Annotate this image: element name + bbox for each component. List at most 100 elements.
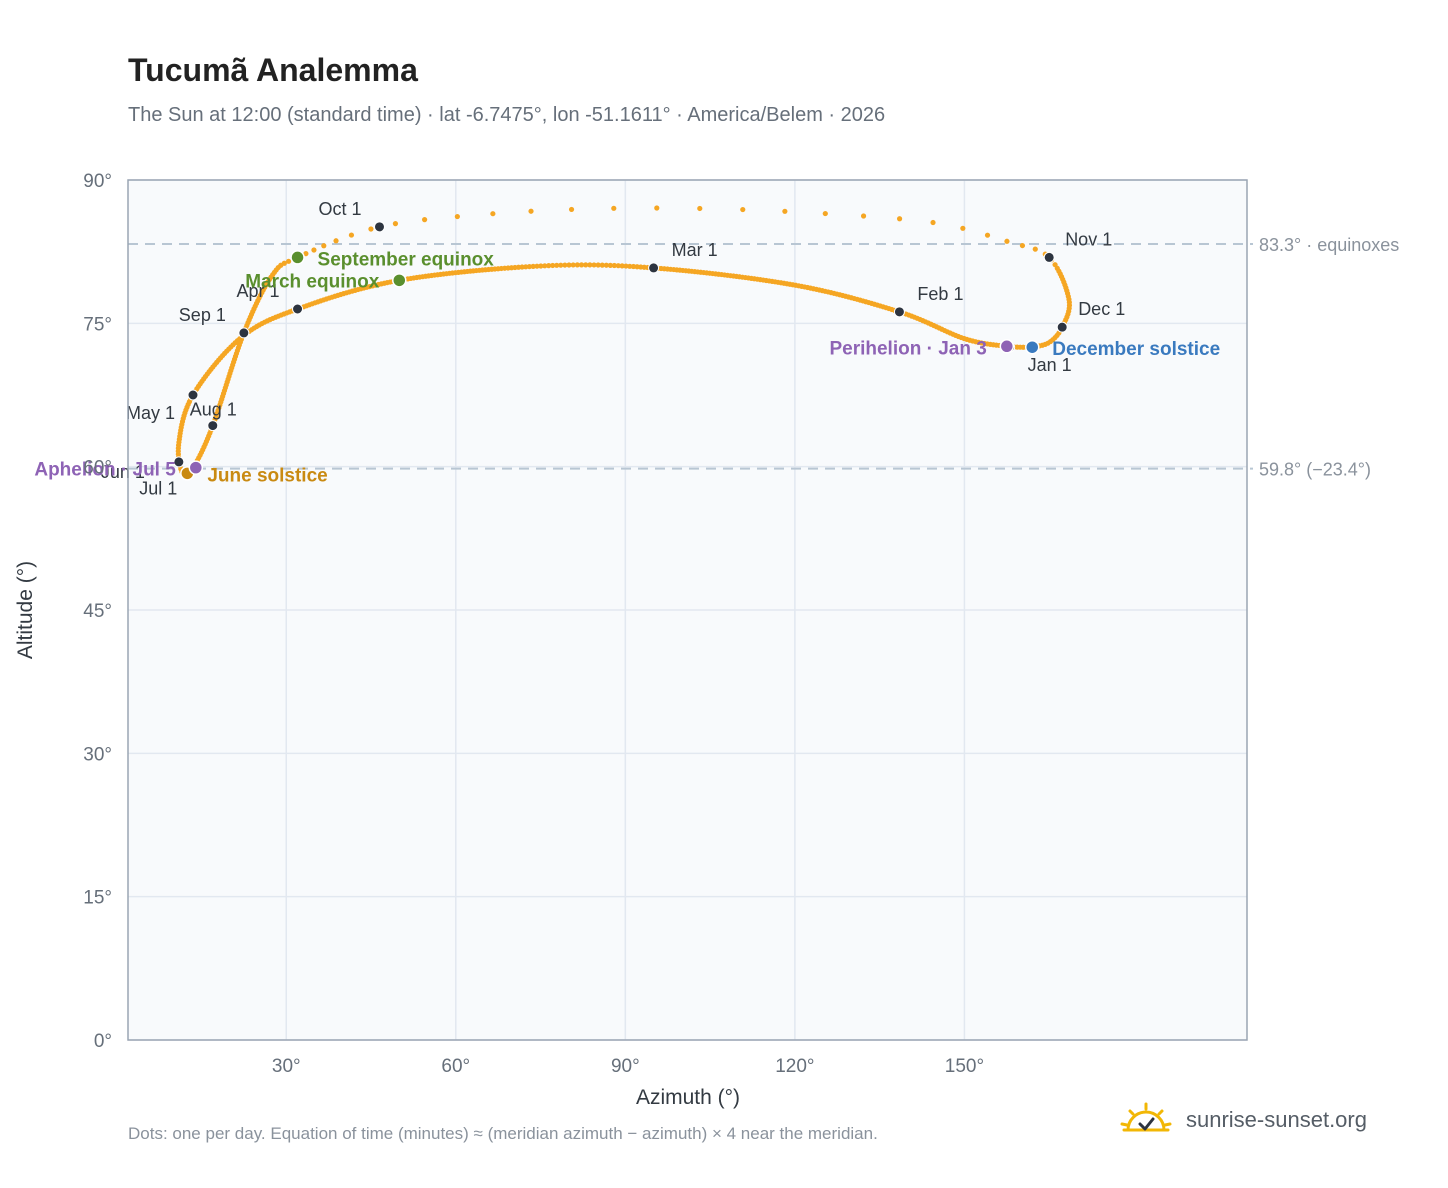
daily-dot: [530, 263, 536, 269]
daily-dots: [175, 205, 1073, 478]
daily-dot: [534, 263, 540, 269]
brand[interactable]: sunrise-sunset.org: [1120, 1102, 1367, 1138]
month-marker-label: Feb 1: [917, 284, 963, 304]
daily-dot: [303, 251, 309, 257]
y-tick-label: 90°: [83, 171, 112, 192]
month-marker: [292, 303, 304, 315]
x-tick-label: 60°: [441, 1056, 470, 1077]
daily-dot: [285, 258, 292, 264]
y-tick-label: 75°: [83, 314, 112, 335]
daily-dot: [321, 243, 327, 249]
month-marker: [1056, 321, 1068, 333]
y-tick-label: 30°: [83, 744, 112, 765]
month-marker-label: Jul 1: [139, 478, 177, 498]
month-marker-label: Apr 1: [237, 281, 280, 301]
daily-dot: [528, 208, 534, 214]
brand-name: sunrise-sunset.org: [1186, 1107, 1367, 1132]
daily-dot: [558, 262, 564, 268]
y-axis-label: Altitude (°): [14, 561, 37, 659]
daily-dot: [333, 238, 339, 244]
daily-dot: [860, 213, 867, 219]
month-marker: [207, 420, 219, 432]
month-marker: [187, 389, 199, 401]
event-marker: [999, 339, 1015, 354]
x-tick-label: 120°: [775, 1056, 814, 1077]
daily-dot: [822, 210, 828, 217]
daily-dot: [490, 211, 496, 217]
daily-dot: [984, 232, 991, 238]
daily-dot: [1032, 246, 1038, 252]
event-marker: [1024, 339, 1040, 355]
daily-dot: [627, 263, 633, 269]
y-tick-label: 60°: [83, 458, 112, 479]
month-marker-label: Mar 1: [672, 240, 718, 260]
daily-dot: [654, 205, 660, 211]
daily-dot: [348, 232, 355, 238]
daily-dot: [562, 262, 568, 268]
page-subtitle: The Sun at 12:00 (standard time) · lat -…: [128, 104, 886, 126]
month-marker-label: May 1: [126, 403, 175, 423]
x-tick-label: 30°: [272, 1056, 301, 1077]
daily-dot: [630, 263, 637, 270]
daily-dot: [566, 262, 572, 268]
y-tick-label: 15°: [83, 888, 112, 909]
event-label: March equinox: [245, 271, 380, 292]
daily-dot: [611, 205, 617, 211]
month-marker: [173, 456, 185, 468]
event-marker: [392, 273, 407, 288]
daily-dot: [611, 262, 617, 269]
event-label: Perihelion · Jan 3: [829, 338, 986, 359]
daily-dot: [568, 206, 575, 213]
plot-frame: [127, 179, 1248, 1041]
daily-dot: [607, 262, 613, 268]
page-title: Tucumã Analemma: [128, 52, 418, 88]
daily-dot: [368, 226, 374, 232]
daily-dot: [311, 247, 317, 253]
month-marker: [648, 262, 660, 274]
daily-dot: [615, 263, 621, 269]
axis-ticks: 30° 60° 90° 120° 150° 0° 15° 30° 45° 60° 75° 90°: [83, 171, 984, 1077]
daily-dot: [782, 208, 788, 214]
month-marker: [238, 327, 250, 339]
month-marker-label: Nov 1: [1065, 229, 1112, 249]
daily-dot: [554, 262, 560, 268]
event-marker: [290, 250, 305, 265]
daily-dot: [421, 217, 428, 223]
month-marker-label: Aug 1: [190, 400, 237, 420]
x-tick-label: 150°: [945, 1056, 984, 1077]
y-tick-label: 0°: [94, 1031, 112, 1052]
month-marker-label: Jan 1: [1028, 355, 1072, 375]
daily-dot: [930, 219, 936, 226]
month-marker-label: Jun 1: [101, 462, 145, 482]
daily-dot: [538, 263, 544, 269]
event-label: June solstice: [207, 465, 327, 486]
daily-dot: [570, 262, 576, 268]
month-marker: [893, 306, 905, 318]
daily-dot: [546, 263, 552, 269]
daily-dot: [697, 205, 703, 212]
month-marker-label: Oct 1: [318, 199, 361, 219]
daily-dot: [623, 263, 629, 269]
daily-dot: [526, 263, 533, 270]
daily-dot: [599, 262, 605, 268]
month-marker: [1043, 251, 1055, 263]
daily-dot: [591, 262, 597, 268]
month-marker-label: Sep 1: [179, 305, 226, 325]
daily-dot: [1019, 242, 1026, 249]
reference-line-label: 59.8° (−23.4°): [1259, 460, 1371, 480]
event-marker: [188, 460, 204, 475]
daily-dot: [896, 216, 903, 222]
month-marker-label: Dec 1: [1078, 299, 1125, 319]
daily-dot: [583, 262, 589, 268]
daily-dot: [392, 221, 399, 227]
reference-line-label: 83.3° · equinoxes: [1259, 235, 1399, 255]
daily-dot: [574, 262, 580, 268]
event-label: September equinox: [318, 249, 495, 270]
footnote: Dots: one per day. Equation of time (min…: [128, 1124, 878, 1143]
daily-dot: [281, 260, 287, 266]
daily-dot: [587, 262, 593, 268]
y-tick-label: 45°: [83, 601, 112, 622]
